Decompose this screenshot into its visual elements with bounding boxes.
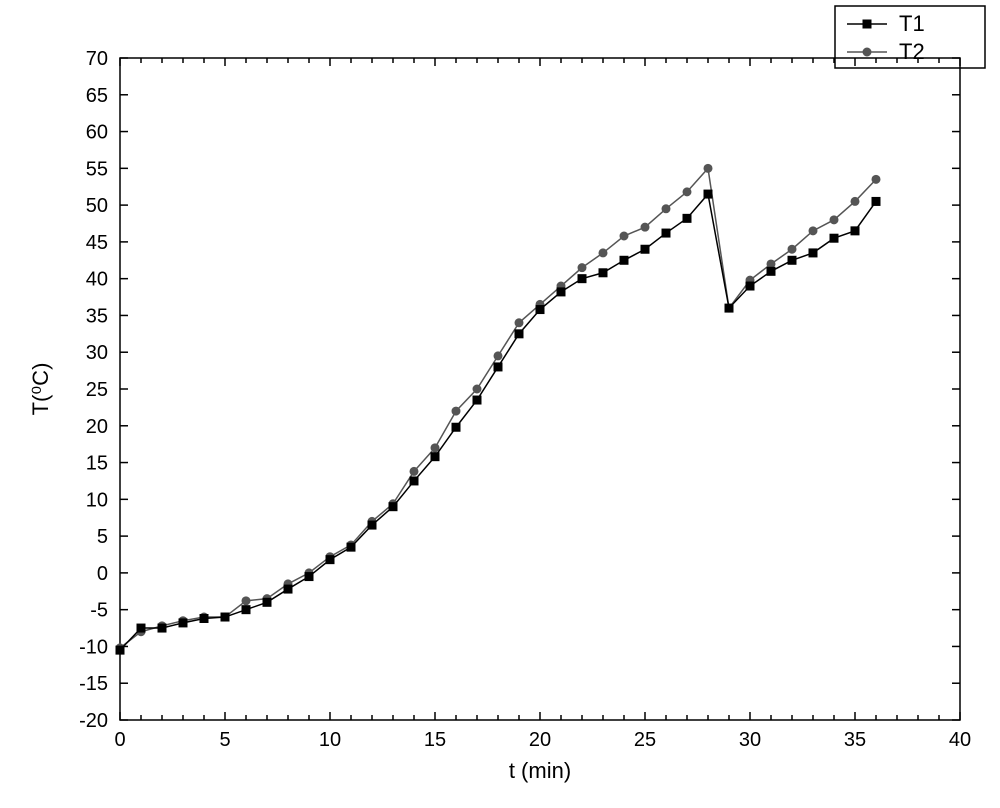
y-tick-label: 55 [86,158,108,180]
series-line-T1 [120,194,876,650]
legend-label-T2: T2 [899,39,925,64]
y-tick-label: 70 [86,48,108,70]
marker-T2 [788,245,796,253]
y-tick-label: 20 [86,416,108,438]
marker-T2 [599,249,607,257]
y-tick-label: -10 [79,636,108,658]
marker-T1 [305,573,313,581]
marker-T2 [767,260,775,268]
marker-T2 [515,319,523,327]
marker-T1 [725,304,733,312]
marker-T1 [704,190,712,198]
y-tick-label: 10 [86,489,108,511]
x-tick-label: 0 [114,729,125,751]
x-tick-label: 25 [634,729,656,751]
marker-T1 [368,521,376,529]
marker-T1 [872,197,880,205]
marker-T1 [683,214,691,222]
x-tick-label: 10 [319,729,341,751]
marker-T1 [200,614,208,622]
marker-T1 [494,363,502,371]
marker-T1 [851,227,859,235]
marker-T2 [872,175,880,183]
marker-T1 [473,396,481,404]
marker-T2 [641,223,649,231]
marker-T1 [557,288,565,296]
x-tick-label: 15 [424,729,446,751]
marker-T1 [242,606,250,614]
marker-T1 [179,619,187,627]
y-tick-label: 25 [86,379,108,401]
marker-T1 [284,585,292,593]
marker-T1 [662,229,670,237]
marker-T2 [809,227,817,235]
x-tick-label: 40 [949,729,971,751]
y-tick-label: 45 [86,232,108,254]
marker-T1 [410,477,418,485]
marker-T2 [578,264,586,272]
y-tick-label: 60 [86,122,108,144]
y-tick-label: 15 [86,453,108,475]
marker-T2 [851,197,859,205]
marker-T1 [515,330,523,338]
x-tick-label: 5 [219,729,230,751]
x-tick-label: 35 [844,729,866,751]
marker-T2 [683,188,691,196]
legend-marker-T1 [863,20,871,28]
x-axis-label: t (min) [509,758,571,783]
chart-svg: 0 5 10 15 20 25 30 35 40 -20 -15 -10 -5 0 5 10 15 20 25 30 3… [0,0,1000,808]
y-tick-label: 40 [86,269,108,291]
marker-T2 [830,216,838,224]
marker-T1 [599,269,607,277]
marker-T1 [389,503,397,511]
marker-T2 [620,232,628,240]
marker-T1 [809,249,817,257]
marker-T2 [704,164,712,172]
plot-frame [120,58,960,720]
legend-label-T1: T1 [899,11,925,36]
marker-T1 [263,598,271,606]
marker-T2 [410,467,418,475]
marker-T2 [431,444,439,452]
marker-T1 [137,624,145,632]
x-tick-label: 30 [739,729,761,751]
marker-T2 [452,407,460,415]
marker-T1 [452,423,460,431]
marker-T1 [830,234,838,242]
y-tick-label: 35 [86,305,108,327]
series-line-T2 [120,168,876,648]
marker-T2 [242,597,250,605]
y-tick-label: -15 [79,673,108,695]
y-tick-label: 5 [97,526,108,548]
x-tick-label: 20 [529,729,551,751]
chart-container: 0 5 10 15 20 25 30 35 40 -20 -15 -10 -5 0 5 10 15 20 25 30 3… [0,0,1000,808]
marker-T2 [473,385,481,393]
marker-T1 [347,543,355,551]
y-tick-label: -20 [79,710,108,732]
marker-T1 [788,256,796,264]
marker-T1 [578,275,586,283]
marker-T1 [746,282,754,290]
marker-T1 [536,306,544,314]
y-tick-label: -5 [90,600,108,622]
y-tick-label: 50 [86,195,108,217]
marker-T1 [326,556,334,564]
marker-T1 [767,267,775,275]
marker-T1 [620,256,628,264]
marker-T2 [662,205,670,213]
marker-T1 [431,453,439,461]
marker-T1 [158,624,166,632]
marker-T1 [641,245,649,253]
marker-T1 [116,646,124,654]
y-tick-label: 30 [86,342,108,364]
marker-T1 [221,613,229,621]
y-tick-label: 0 [97,563,108,585]
y-tick-label: 65 [86,85,108,107]
marker-T2 [494,352,502,360]
legend-marker-T2 [863,48,871,56]
y-axis-label: T(⁰C) [28,363,53,416]
